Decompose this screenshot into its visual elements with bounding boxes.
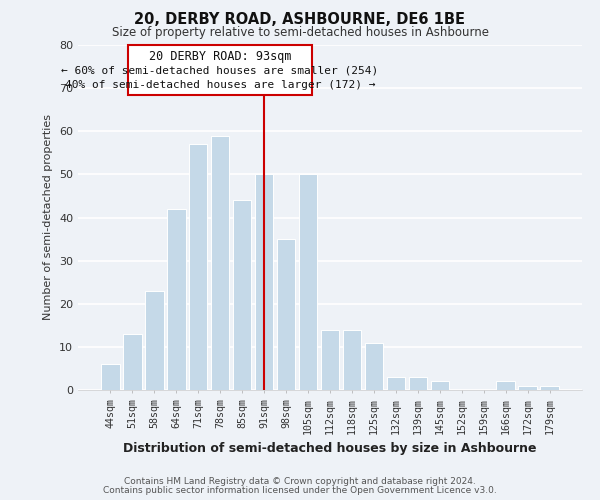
Text: Size of property relative to semi-detached houses in Ashbourne: Size of property relative to semi-detach… — [112, 26, 488, 39]
Bar — [320, 330, 340, 390]
Text: Contains HM Land Registry data © Crown copyright and database right 2024.: Contains HM Land Registry data © Crown c… — [124, 477, 476, 486]
Bar — [518, 386, 537, 390]
Bar — [255, 174, 274, 390]
Text: 40% of semi-detached houses are larger (172) →: 40% of semi-detached houses are larger (… — [65, 80, 376, 90]
Bar — [167, 209, 185, 390]
Bar — [123, 334, 142, 390]
Bar — [496, 382, 515, 390]
Bar — [101, 364, 119, 390]
Text: 20, DERBY ROAD, ASHBOURNE, DE6 1BE: 20, DERBY ROAD, ASHBOURNE, DE6 1BE — [134, 12, 466, 28]
Bar — [211, 136, 229, 390]
Bar — [233, 200, 251, 390]
Bar — [343, 330, 361, 390]
Bar — [431, 382, 449, 390]
Bar — [386, 377, 405, 390]
FancyBboxPatch shape — [128, 45, 313, 94]
Text: Contains public sector information licensed under the Open Government Licence v3: Contains public sector information licen… — [103, 486, 497, 495]
Bar — [409, 377, 427, 390]
Bar — [299, 174, 317, 390]
Bar — [189, 144, 208, 390]
Bar — [277, 239, 295, 390]
Text: 20 DERBY ROAD: 93sqm: 20 DERBY ROAD: 93sqm — [149, 50, 292, 63]
Bar — [365, 342, 383, 390]
Y-axis label: Number of semi-detached properties: Number of semi-detached properties — [43, 114, 53, 320]
Bar — [145, 291, 164, 390]
Bar — [541, 386, 559, 390]
Text: ← 60% of semi-detached houses are smaller (254): ← 60% of semi-detached houses are smalle… — [61, 66, 379, 76]
X-axis label: Distribution of semi-detached houses by size in Ashbourne: Distribution of semi-detached houses by … — [123, 442, 537, 455]
